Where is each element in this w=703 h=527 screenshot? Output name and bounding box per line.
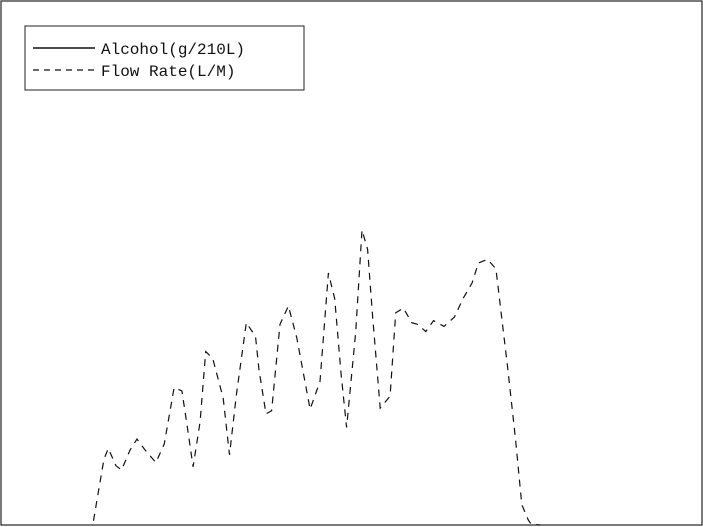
legend-label-alcohol: Alcohol(g/210L) [101,41,245,59]
series-layer [92,229,541,526]
legend: Alcohol(g/210L) Flow Rate(L/M) [24,25,305,91]
legend-box [24,25,305,91]
series-line-flow-rate-l-m [92,229,541,526]
legend-label-flow-rate: Flow Rate(L/M) [101,63,235,81]
